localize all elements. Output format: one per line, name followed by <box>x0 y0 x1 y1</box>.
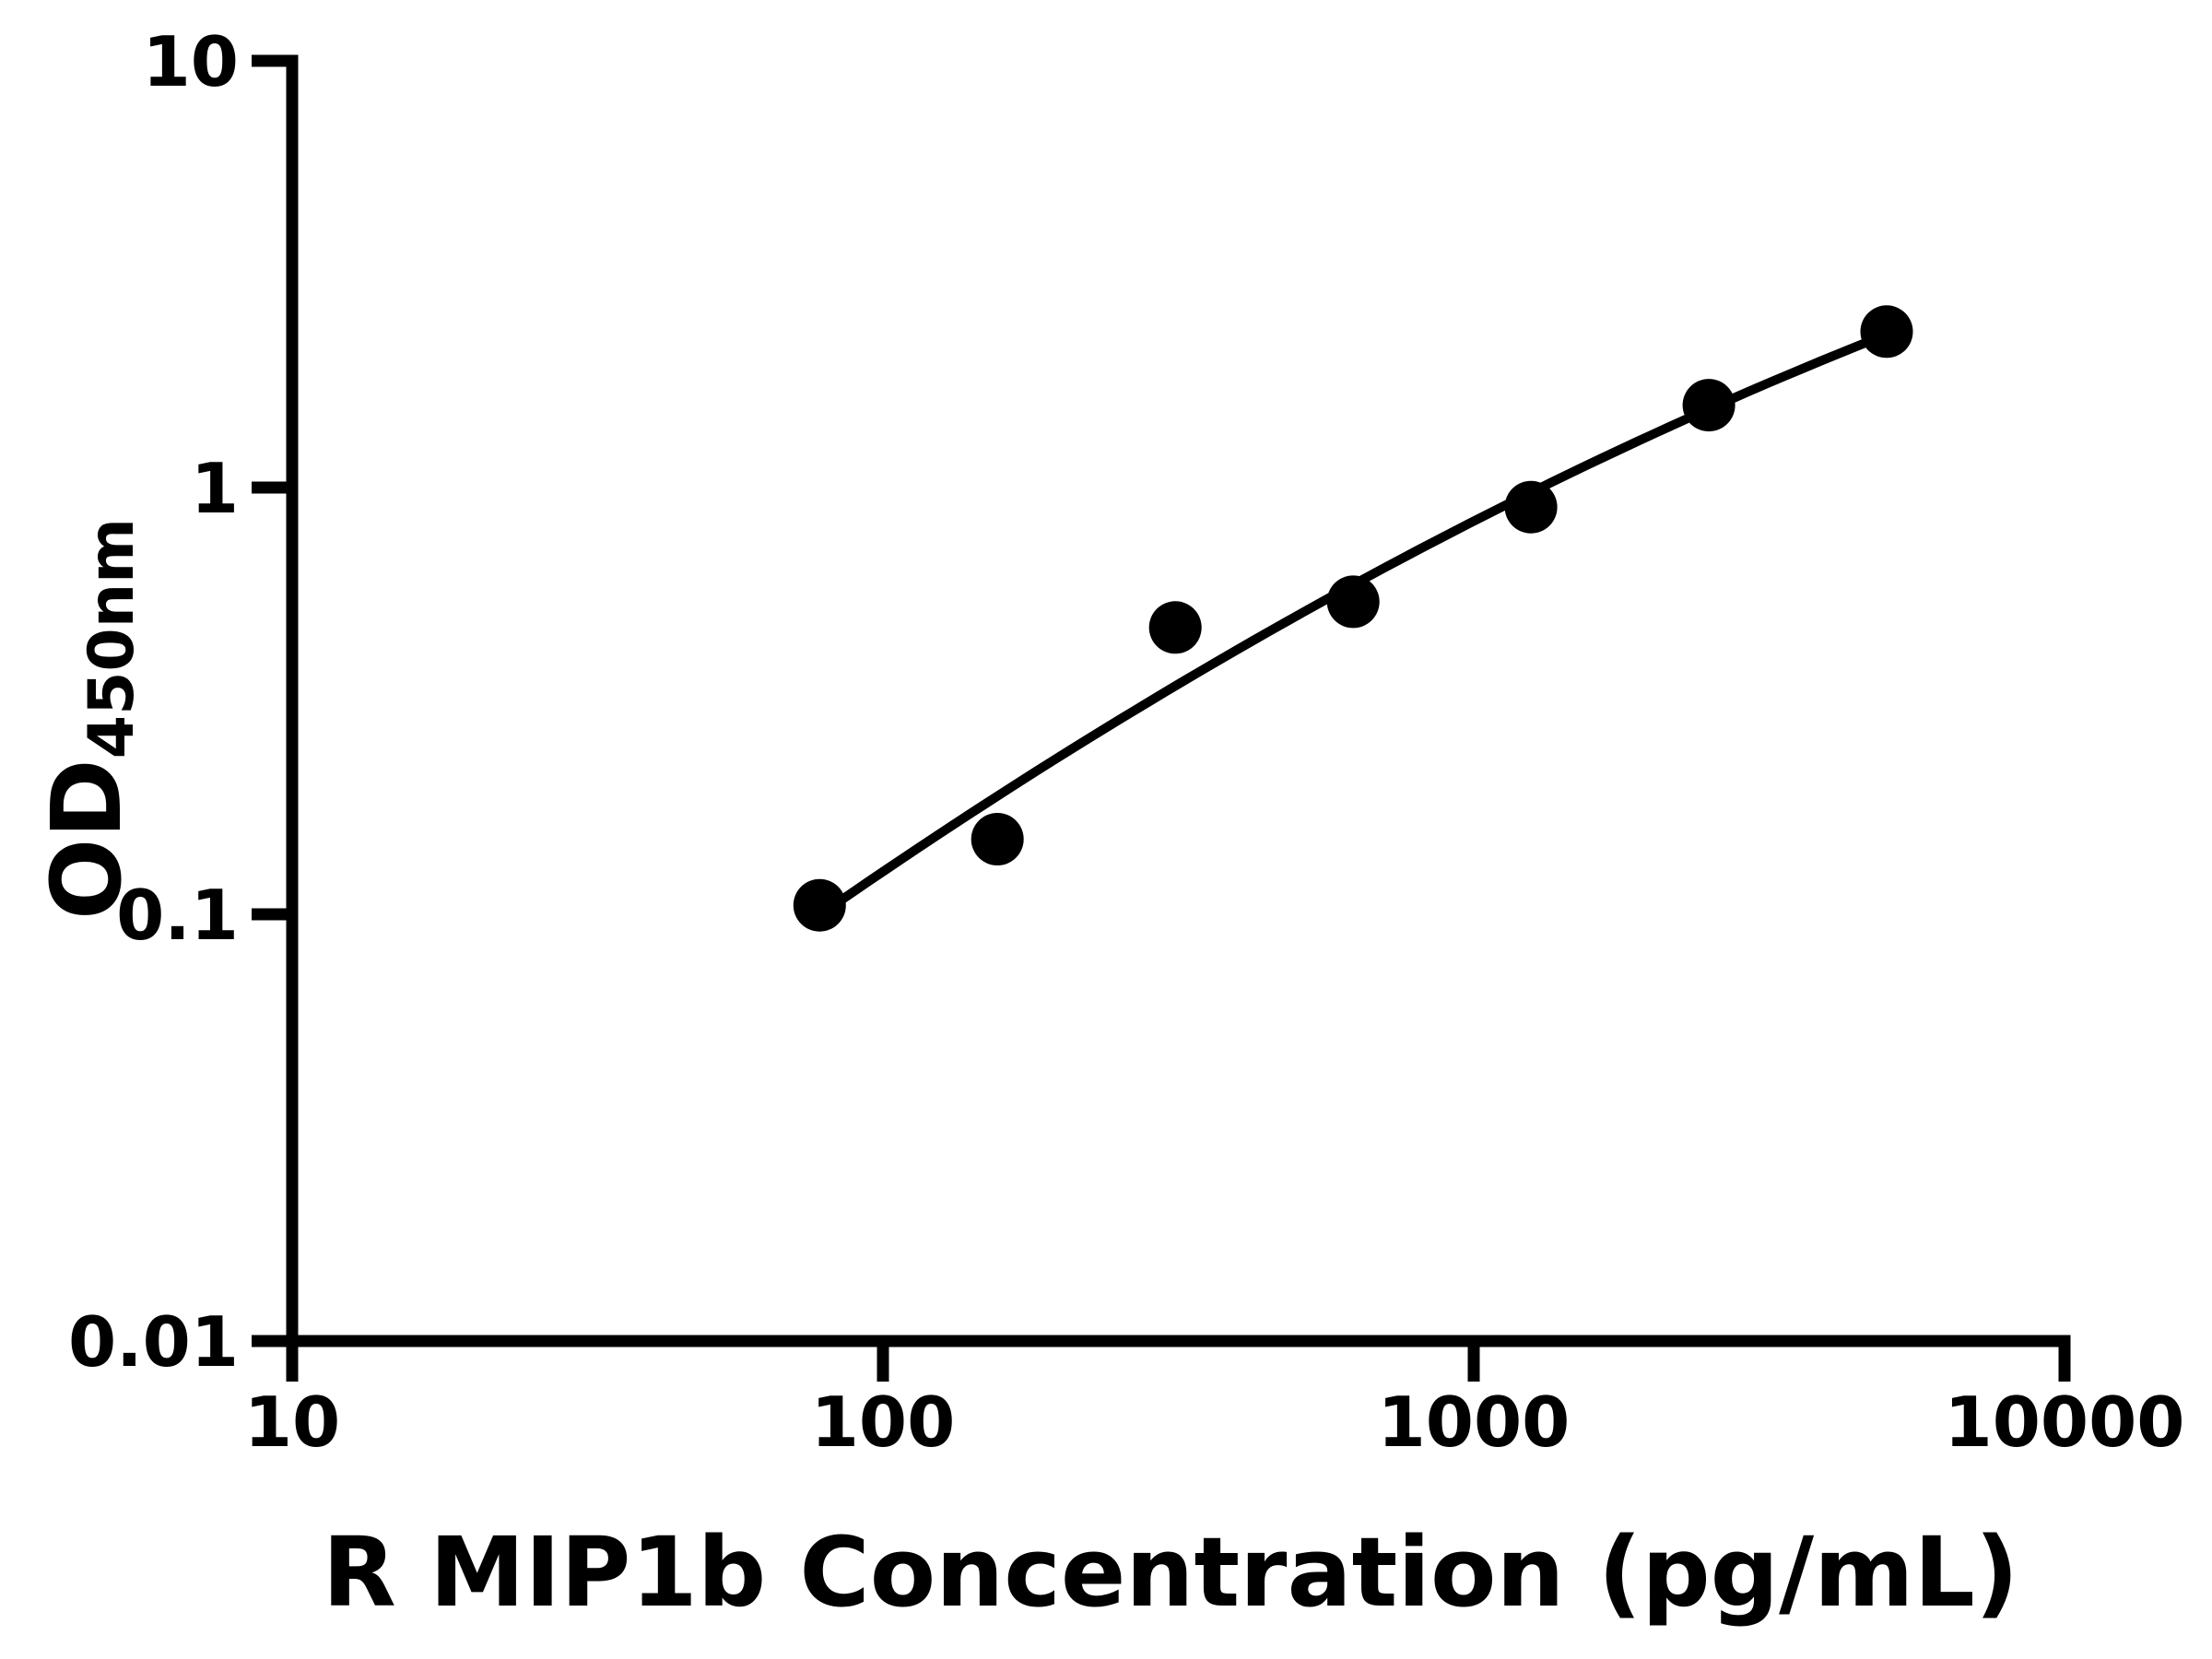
data-point <box>1860 305 1913 359</box>
y-axis-title-main: OD <box>30 759 143 920</box>
x-axis-title: R MIP1b Concentration (pg/mL) <box>323 1516 2019 1629</box>
y-axis-title-subscript: 450nm <box>76 518 148 759</box>
data-point <box>1682 379 1735 432</box>
y-tick-label: 10 <box>143 21 239 102</box>
data-point <box>1504 480 1558 534</box>
data-point <box>971 813 1024 865</box>
x-tick-label: 10000 <box>1945 1382 2185 1463</box>
y-tick-label: 0.01 <box>68 1301 239 1382</box>
x-tick-label: 100 <box>811 1382 956 1463</box>
data-point <box>1148 601 1202 654</box>
data-point <box>793 878 846 932</box>
data-point <box>1326 575 1380 629</box>
y-tick-label: 1 <box>191 448 239 529</box>
x-tick-label: 1000 <box>1378 1382 1571 1463</box>
x-tick-label: 10 <box>244 1382 340 1463</box>
y-axis-title: OD450nm <box>30 518 148 920</box>
y-tick-label: 0.1 <box>116 875 239 956</box>
